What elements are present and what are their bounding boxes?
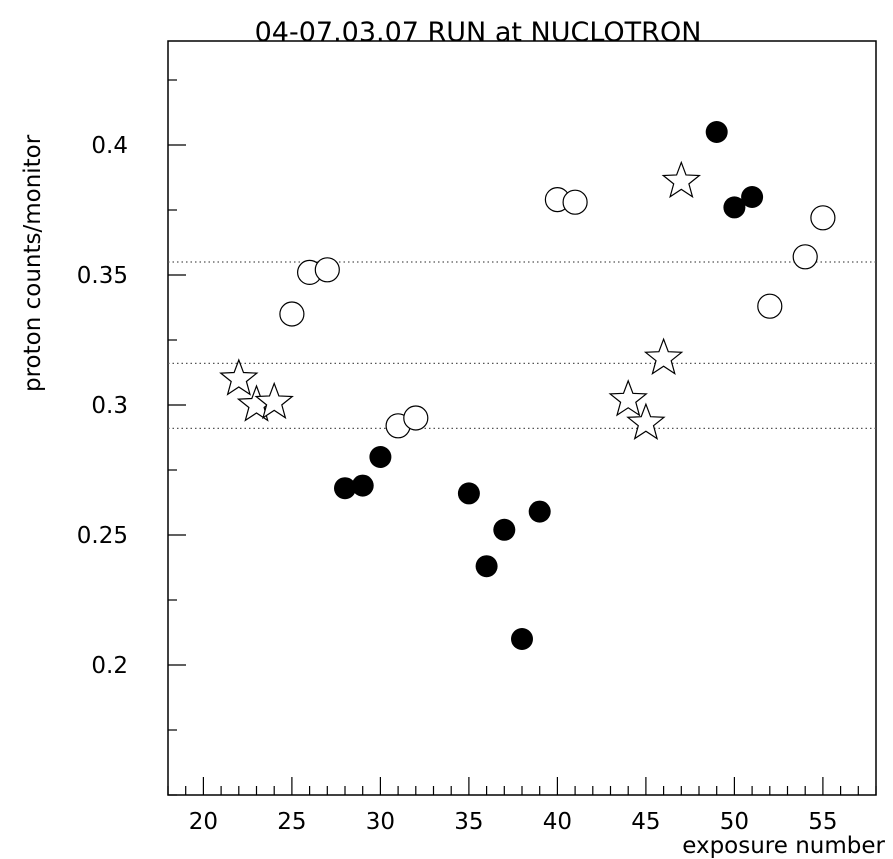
filled-circle-point <box>741 186 764 208</box>
x-tick-label: 30 <box>366 809 395 835</box>
x-tick-label: 35 <box>454 809 483 835</box>
filled-circle-point <box>334 477 356 500</box>
open-star-point <box>608 379 648 417</box>
x-tick-label: 20 <box>189 809 218 835</box>
open-circle-point <box>403 405 429 431</box>
y-tick-label: 0.4 <box>91 133 128 159</box>
y-axis: 0.2 0.25 0.3 0.35 0.4 <box>77 79 186 796</box>
open-circle-point <box>562 189 588 215</box>
y-tick-label: 0.2 <box>91 653 128 679</box>
chart-title: 04-07.03.07 RUN at NUCLOTRON <box>255 17 702 48</box>
x-tick-label: 55 <box>808 809 837 835</box>
open-circle-point <box>314 257 340 283</box>
x-tick-label: 50 <box>720 809 749 835</box>
x-tick-label: 40 <box>543 809 572 835</box>
y-tick-label: 0.25 <box>77 523 128 549</box>
filled-circle-point <box>457 482 480 505</box>
filled-circle-point <box>528 500 551 523</box>
filled-circle-point <box>511 628 533 650</box>
open-star-point <box>254 381 294 420</box>
open-circle-point <box>792 244 818 270</box>
x-axis-title: exposure number <box>682 833 885 859</box>
open-star-point <box>219 358 259 396</box>
open-star-point <box>626 402 666 440</box>
open-circle-point <box>279 301 305 327</box>
y-tick-label: 0.3 <box>91 393 128 419</box>
open-star-point <box>661 160 701 199</box>
filled-circle-point <box>705 121 728 143</box>
plot-frame <box>167 40 877 796</box>
filled-circle-point <box>475 555 498 578</box>
data-points <box>219 121 836 650</box>
open-star-point <box>643 337 684 375</box>
open-circle-point <box>757 293 783 319</box>
open-circle-point <box>810 205 836 231</box>
x-axis: 20 25 30 35 40 45 50 55 <box>167 777 877 835</box>
filled-circle-point <box>493 518 516 541</box>
filled-circle-point <box>723 196 746 219</box>
y-tick-label: 0.35 <box>77 263 128 289</box>
filled-circle-point <box>369 446 392 468</box>
filled-circle-point <box>351 474 374 497</box>
y-axis-title: proton counts/monitor <box>20 134 46 392</box>
x-tick-label: 25 <box>277 809 306 835</box>
x-tick-label: 45 <box>631 809 660 835</box>
reference-lines <box>168 261 876 429</box>
